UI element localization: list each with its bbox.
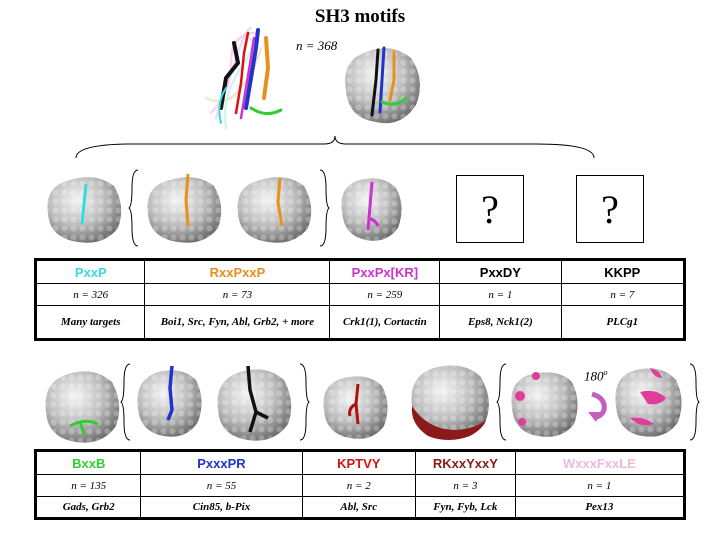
- surface-pxxp: [42, 170, 126, 246]
- motif-bxxb: BxxB: [34, 450, 142, 475]
- total-count: n = 368: [296, 38, 338, 53]
- targets-kkpp: PLCg1: [560, 305, 686, 340]
- targets-bxxb: Gads, Grb2: [34, 496, 142, 519]
- surface-wxxxfxxle-a: [506, 366, 582, 442]
- count-kkpp: n = 7: [560, 283, 686, 306]
- count-wxxxfxxle: n = 1: [514, 474, 686, 497]
- targets-rkxxyxxy: Fyn, Fyb, Lck: [414, 496, 516, 519]
- motif-table-1: PxxP RxxPxxP PxxPx[KR] PxxDY KKPP n = 32…: [34, 258, 686, 341]
- motif-pxxp: PxxP: [34, 259, 146, 284]
- surface-rxxpxxp-b: [232, 170, 316, 246]
- motif-pxxdy: PxxDY: [439, 259, 562, 284]
- count-rxxpxxp: n = 73: [144, 283, 331, 306]
- brace-right-pxxxpr: [298, 362, 310, 442]
- motif-wxxxfxxle: WxxxFxxLE: [514, 450, 686, 475]
- peptide-overlay: [196, 18, 306, 138]
- figure-title: SH3 motifs: [314, 6, 406, 27]
- rotation-arrow-icon: [584, 390, 612, 422]
- targets-pxxxpr: Cin85, b-Pix: [140, 496, 303, 519]
- targets-pxxdy: Eps8, Nck1(2): [439, 305, 562, 340]
- unknown-structure-kkpp: ?: [576, 175, 644, 243]
- group-brace: [74, 134, 596, 160]
- motif-kkpp: KKPP: [560, 259, 686, 284]
- count-pxxdy: n = 1: [439, 283, 562, 306]
- motif-pxxxpr: PxxxPR: [140, 450, 303, 475]
- targets-pxxpxkr: Crk1(1), Cortactin: [329, 305, 441, 340]
- brace-right-wxxxfxxle: [688, 362, 700, 442]
- surface-pxxxpr-a: [132, 364, 206, 442]
- brace-left-pxxxpr: [120, 362, 132, 442]
- count-pxxxpr: n = 55: [140, 474, 303, 497]
- brace-right-rxxpxxp: [318, 168, 330, 248]
- count-pxxpxkr: n = 259: [329, 283, 441, 306]
- surface-rxxpxxp-a: [142, 170, 226, 246]
- targets-wxxxfxxle: Pex13: [514, 496, 686, 519]
- sh3-surface-overview: [336, 40, 426, 130]
- surface-pxxpxkr: [336, 172, 406, 246]
- surface-bxxb: [40, 364, 124, 448]
- surface-pxxxpr-b: [212, 362, 296, 446]
- count-kptvy: n = 2: [301, 474, 416, 497]
- targets-pxxp: Many targets: [34, 305, 146, 340]
- brace-left-rxxpxxp: [128, 168, 140, 248]
- motif-table-2: BxxB PxxxPR KPTVY RKxxYxxY WxxxFxxLE n =…: [34, 449, 686, 520]
- rotation-label: 180o: [584, 368, 608, 384]
- brace-left-wxxxfxxle: [496, 362, 508, 442]
- count-pxxp: n = 326: [34, 283, 146, 306]
- count-rkxxyxxy: n = 3: [414, 474, 516, 497]
- surface-wxxxfxxle-b: [610, 362, 686, 442]
- surface-rkxxyxxy: [404, 360, 494, 446]
- count-bxxb: n = 135: [34, 474, 142, 497]
- motif-rxxpxxp: RxxPxxP: [144, 259, 331, 284]
- surface-kptvy: [318, 370, 392, 444]
- unknown-structure-pxxdy: ?: [456, 175, 524, 243]
- motif-kptvy: KPTVY: [301, 450, 416, 475]
- motif-rkxxyxxy: RKxxYxxY: [414, 450, 516, 475]
- targets-kptvy: Abl, Src: [301, 496, 416, 519]
- targets-rxxpxxp: Boi1, Src, Fyn, Abl, Grb2, + more: [144, 305, 331, 340]
- motif-pxxpxkr: PxxPx[KR]: [329, 259, 441, 284]
